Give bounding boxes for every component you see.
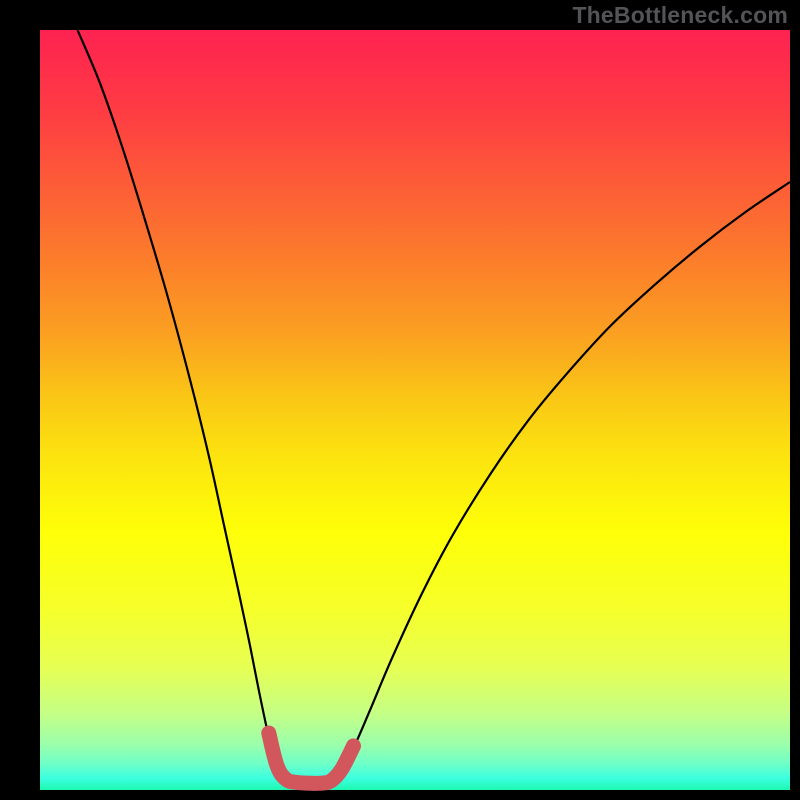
plot-area (40, 30, 790, 790)
chart-stage: TheBottleneck.com (0, 0, 800, 800)
watermark-text: TheBottleneck.com (572, 2, 788, 29)
bottleneck-chart (0, 0, 800, 800)
